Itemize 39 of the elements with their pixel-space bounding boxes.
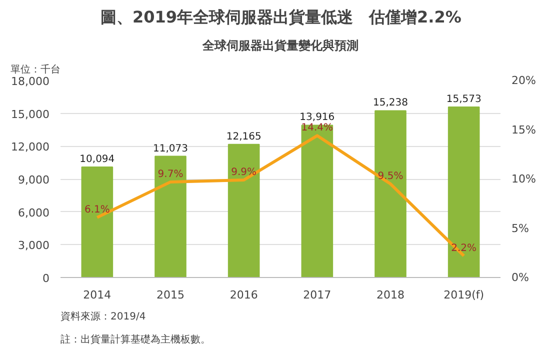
text: 單位：千台: [10, 64, 60, 76]
data-label: 15,573: [446, 94, 482, 106]
chart-title: 圖、2019年全球伺服器出貨量低迷 估僅增2.2%: [100, 8, 462, 26]
y-tick-label: 12,000: [11, 140, 50, 154]
y2-tick-label: 15%: [512, 123, 536, 136]
bar: [374, 110, 406, 278]
y2-tick-label: 10%: [512, 172, 536, 186]
x-tick-label: 2019(f): [444, 288, 484, 302]
bar: [154, 156, 186, 278]
y-tick-label: 6,000: [18, 206, 50, 220]
data-label: 14.4%: [301, 122, 334, 134]
y-tick-label: 9,000: [18, 174, 50, 186]
chart-subtitle: 全球伺服器出貨量變化與預測: [202, 38, 358, 52]
y-tick-label: 0: [42, 272, 50, 285]
x-tick-label: 2017: [303, 288, 332, 302]
data-label: 10,094: [80, 154, 115, 166]
x-tick-label: 2014: [83, 288, 112, 302]
y2-tick-label: 5%: [512, 222, 529, 235]
y2-tick-label: 20%: [512, 74, 536, 87]
data-label: 11,073: [153, 143, 188, 154]
x-tick-label: 2016: [230, 288, 258, 302]
data-label: 13,916: [300, 112, 335, 124]
data-label: 15,238: [373, 98, 408, 109]
bar: [448, 106, 480, 278]
x-tick-label: 2018: [376, 288, 405, 302]
data-label: 9.7%: [158, 168, 184, 180]
data-label: 12,165: [226, 131, 262, 142]
y-tick-label: 18,000: [11, 75, 50, 88]
source-note: 資料來源：2019/4: [60, 310, 146, 322]
bar: [81, 166, 114, 278]
text: 註：出貨量計算基礎為主機板數。: [60, 334, 210, 346]
data-label: 6.1%: [84, 204, 110, 216]
bar: [301, 124, 334, 278]
data-label: 9.9%: [231, 166, 257, 178]
bar: [228, 144, 260, 278]
y2-tick-label: 0%: [512, 271, 529, 284]
y-tick-label: 3,000: [18, 239, 50, 252]
y-tick-label: 15,000: [11, 108, 50, 121]
x-tick-label: 2015: [156, 288, 185, 302]
